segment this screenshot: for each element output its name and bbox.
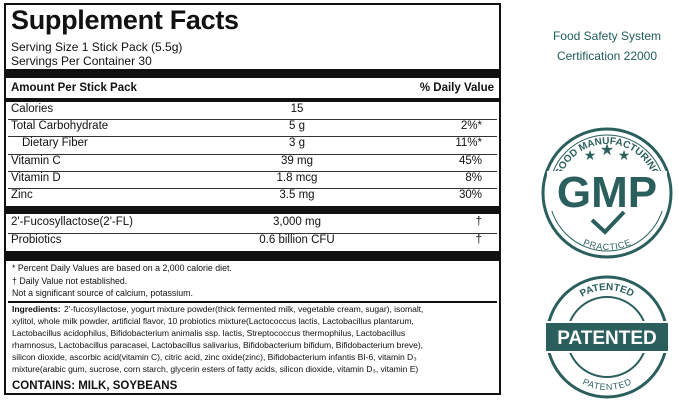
row-rule — [8, 188, 497, 189]
daily-value: 2%* — [460, 120, 482, 133]
allergens: CONTAINS: MILK, SOYBEANS — [12, 380, 178, 392]
footnote: Not a significant source of calcium, pot… — [12, 288, 193, 298]
gmp-band — [547, 171, 667, 211]
gmp-bottom: PRACTICE — [582, 238, 633, 253]
gmp-bottom-path: PRACTICE — [582, 238, 633, 253]
nutrient-amount: 0.6 billion CFU — [259, 233, 335, 246]
badge-ring — [541, 127, 673, 259]
star: ★ — [584, 147, 597, 163]
nutrient-amount: 5 g — [289, 120, 305, 133]
title: Supplement Facts — [11, 5, 239, 35]
fssc-line: Food Safety System — [553, 29, 661, 43]
gmp-center: GMP — [557, 168, 657, 217]
star: ★ — [618, 147, 631, 163]
patented-badge: PATENTED PATENTED PATENTED — [544, 275, 670, 399]
thick-rule — [6, 98, 499, 102]
nutrient-name: Zinc — [11, 189, 33, 201]
ingredients-line: rhamnosus, Lactobacillus paracasei, Lact… — [12, 340, 424, 350]
daily-value: 30% — [458, 189, 482, 201]
footnote: † Daily Value not established. — [12, 275, 128, 286]
row-rule — [8, 232, 497, 234]
patented-bottom-path: PATENTED — [581, 377, 633, 393]
daily-value: † — [475, 233, 482, 246]
thick-bar — [6, 206, 499, 214]
patented-bottom: PATENTED — [581, 377, 633, 393]
ingredients-line: silicon dioxide, ascorbic acid(vitamin C… — [12, 352, 417, 362]
row-rule — [8, 170, 497, 172]
nutrient-name: Vitamin D — [11, 171, 61, 184]
fssc-line: Certification 22000 — [557, 49, 657, 63]
patented-center: PATENTED — [557, 328, 657, 349]
nutrient-name: Dietary Fiber — [22, 137, 88, 150]
amount-header: Amount Per Stick Pack — [11, 82, 137, 94]
ingredients-line: 2'-fucosyllactose, yogurt mixture powder… — [64, 304, 424, 314]
patented-top-path: PATENTED — [578, 282, 635, 300]
daily-value: 8% — [465, 171, 482, 184]
nutrient-amount: 1.8 mcg — [276, 171, 318, 184]
daily-value-header: % Daily Value — [419, 82, 494, 94]
daily-value: 45% — [458, 154, 482, 167]
nutrient-amount: 39 mg — [281, 154, 313, 167]
row-rule — [8, 136, 497, 138]
nutrient-name: Vitamin C — [11, 154, 61, 167]
nutrient-name: Total Carbohydrate — [11, 120, 109, 133]
section-rule — [8, 301, 497, 303]
ingredients-label: Ingredients: — [12, 304, 61, 314]
thick-bar — [6, 251, 499, 261]
ingredients-line: xylitol, whole milk powder, artificial f… — [12, 316, 414, 326]
row-rule — [8, 119, 497, 121]
nutrient-amount: 3 g — [289, 137, 305, 150]
row-rule — [8, 153, 497, 155]
nutrient-amount: 15 — [290, 103, 304, 115]
ingredients-line: Lactobacillus acidophilus, Bifidobacteri… — [12, 328, 406, 338]
nutrient-amount: 3,000 mg — [273, 216, 321, 228]
daily-value: † — [475, 216, 482, 228]
supplement-facts-panel: Supplement Facts Serving Size 1 Stick Pa… — [4, 3, 501, 395]
serving-size: Serving Size 1 Stick Pack (5.5g) — [11, 40, 183, 54]
nutrient-amount: 3.5 mg — [279, 189, 315, 201]
servings-per-container: Servings Per Container 30 — [11, 54, 152, 68]
footnote: * Percent Daily Values are based on a 2,… — [12, 263, 232, 273]
nutrient-name: 2'-Fucosyllactose(2'-FL) — [11, 216, 133, 228]
patented-top: PATENTED — [578, 282, 635, 300]
nutrient-name: Calories — [11, 103, 54, 115]
gmp-badge: GOOD MANUFACTURING ★ ★ ★ GMP PRACTICE — [541, 127, 673, 259]
star: ★ — [600, 142, 614, 159]
nutrient-name: Probiotics — [11, 233, 62, 246]
checkmark — [590, 210, 626, 235]
badges: Food Safety System Certification 22000 G… — [541, 29, 673, 399]
thick-bar — [6, 69, 499, 78]
patented-band — [544, 321, 670, 353]
ingredients-line: mixture(arabic gum, sucrose, corn starch… — [12, 364, 419, 374]
daily-value: 11%* — [455, 137, 482, 150]
